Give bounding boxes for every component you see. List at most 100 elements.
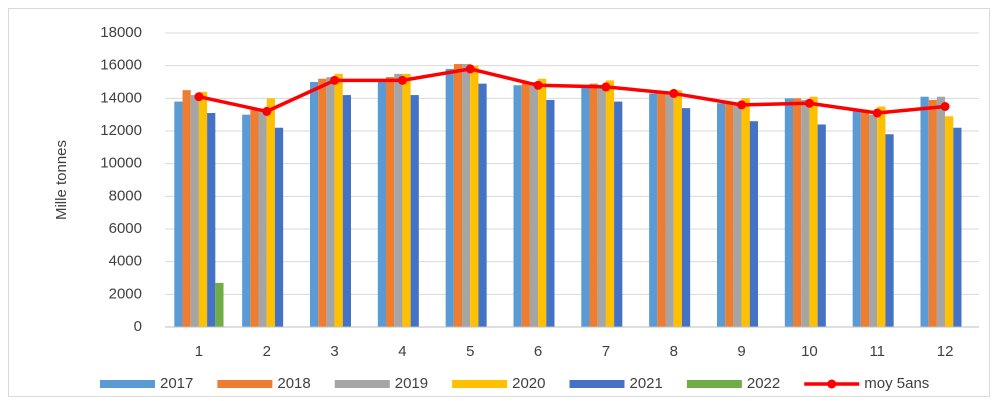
line-marker bbox=[940, 102, 950, 111]
bar bbox=[597, 86, 606, 328]
bar bbox=[784, 98, 794, 327]
bar bbox=[453, 64, 463, 328]
bar bbox=[860, 109, 870, 328]
y-tick-label: 6000 bbox=[109, 220, 142, 237]
y-axis-title: Mille tonnes bbox=[53, 140, 70, 220]
bar bbox=[478, 83, 487, 327]
x-tick-label: 9 bbox=[737, 343, 745, 360]
bar bbox=[793, 98, 802, 327]
bar bbox=[266, 98, 275, 327]
bar bbox=[462, 64, 471, 328]
bar bbox=[326, 77, 335, 327]
legend-label: 2021 bbox=[630, 375, 663, 392]
bar bbox=[242, 114, 251, 328]
y-tick-label: 16000 bbox=[100, 57, 142, 74]
bar bbox=[174, 101, 183, 327]
line-marker bbox=[872, 108, 882, 118]
bar bbox=[809, 96, 818, 327]
bar bbox=[605, 80, 615, 327]
line-marker bbox=[601, 82, 611, 92]
bar bbox=[749, 121, 758, 327]
bar bbox=[207, 113, 216, 328]
chart-border bbox=[8, 8, 990, 397]
bar bbox=[877, 106, 886, 327]
legend-label: 2022 bbox=[747, 375, 780, 392]
legend-label: 2018 bbox=[277, 375, 310, 392]
x-tick-label: 3 bbox=[330, 343, 338, 360]
bar bbox=[182, 90, 191, 328]
x-tick-label: 4 bbox=[398, 343, 406, 360]
line-marker bbox=[397, 75, 407, 85]
bar bbox=[470, 65, 479, 328]
x-tick-label: 11 bbox=[869, 343, 885, 360]
y-tick-label: 18000 bbox=[100, 24, 142, 41]
bar bbox=[801, 99, 810, 327]
bar bbox=[318, 78, 327, 327]
bar bbox=[215, 282, 224, 327]
bar bbox=[513, 85, 522, 328]
bar bbox=[377, 80, 387, 327]
bar bbox=[673, 90, 682, 328]
legend-label: 2017 bbox=[160, 375, 193, 392]
bar bbox=[733, 104, 742, 327]
bar bbox=[394, 73, 403, 327]
bar bbox=[521, 82, 530, 327]
x-tick-label: 5 bbox=[466, 343, 474, 360]
bar bbox=[546, 99, 555, 327]
bar bbox=[309, 82, 319, 327]
legend-label: moy 5ans bbox=[864, 375, 929, 392]
x-tick-label: 6 bbox=[534, 343, 542, 360]
bar bbox=[589, 83, 598, 327]
y-tick-label: 10000 bbox=[100, 155, 142, 172]
bar bbox=[665, 93, 674, 327]
bar bbox=[402, 73, 411, 327]
bar bbox=[614, 101, 623, 327]
bar bbox=[445, 68, 454, 327]
legend-label: 2020 bbox=[512, 375, 545, 392]
bar bbox=[852, 109, 861, 328]
line-marker bbox=[669, 88, 679, 98]
line bbox=[198, 67, 946, 115]
bar bbox=[198, 91, 208, 327]
bar bbox=[725, 103, 734, 327]
x-tick-label: 12 bbox=[937, 343, 954, 360]
bar bbox=[953, 127, 962, 327]
line-marker bbox=[194, 92, 204, 102]
bar bbox=[681, 108, 691, 327]
bar bbox=[649, 93, 658, 327]
y-tick-label: 14000 bbox=[100, 89, 142, 106]
line-marker bbox=[533, 80, 543, 90]
y-tick-label: 8000 bbox=[109, 187, 142, 204]
bar bbox=[716, 103, 726, 327]
x-tick-label: 7 bbox=[602, 343, 610, 360]
legend-swatch bbox=[686, 380, 742, 388]
line-marker bbox=[262, 106, 272, 116]
bar bbox=[386, 77, 395, 327]
bar bbox=[250, 109, 259, 328]
bar bbox=[936, 96, 946, 327]
line-marker bbox=[804, 98, 814, 108]
bar bbox=[258, 109, 267, 328]
bar bbox=[657, 91, 666, 327]
bar bbox=[869, 114, 878, 328]
x-tick-label: 8 bbox=[670, 343, 678, 360]
legend-swatch bbox=[217, 380, 273, 388]
bar bbox=[945, 116, 954, 327]
bar bbox=[529, 82, 539, 327]
legend-swatch bbox=[334, 380, 390, 388]
legend-swatch bbox=[569, 380, 625, 388]
y-tick-label: 4000 bbox=[109, 253, 142, 270]
bar bbox=[920, 96, 929, 327]
bar bbox=[817, 124, 826, 327]
bar bbox=[741, 98, 750, 327]
bar bbox=[538, 78, 547, 327]
y-tick-label: 0 bbox=[134, 318, 142, 335]
bar bbox=[334, 73, 343, 327]
line-marker bbox=[330, 75, 340, 85]
bar bbox=[885, 134, 894, 327]
bar bbox=[581, 86, 590, 328]
legend-swatch bbox=[100, 380, 155, 388]
line-marker bbox=[465, 64, 475, 74]
legend-swatch-marker bbox=[827, 379, 837, 389]
